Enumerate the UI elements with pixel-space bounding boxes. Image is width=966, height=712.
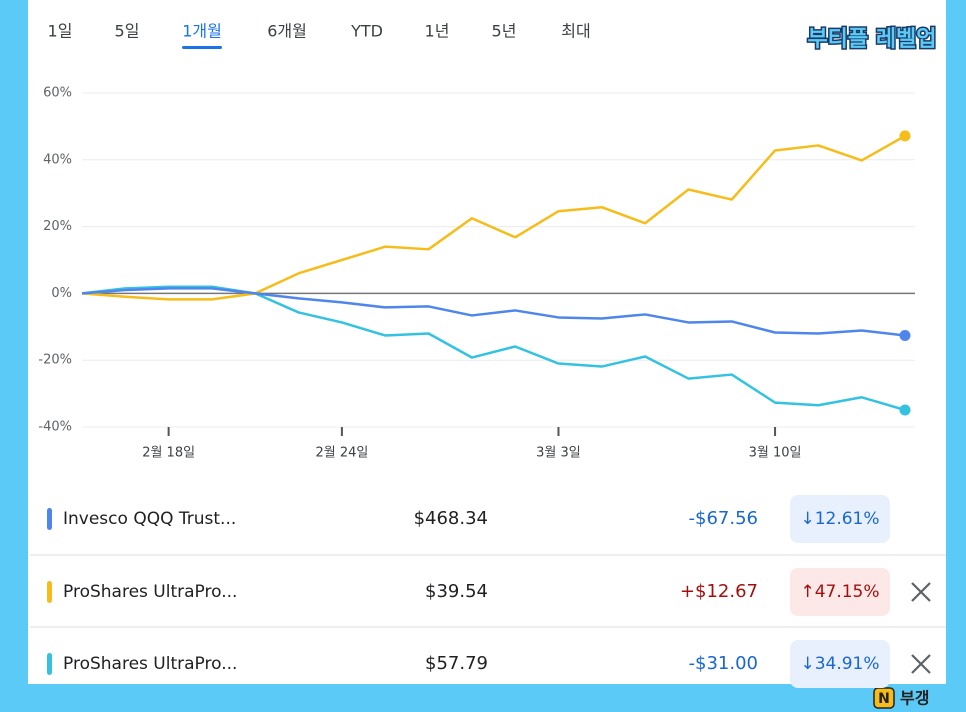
y-tick-label: -20%: [38, 353, 72, 368]
x-tick-label: 2월 18일: [142, 446, 195, 461]
x-tick-label: 2월 24일: [315, 446, 368, 461]
row-change-pct: ↑47.15%: [800, 582, 879, 602]
logo-badge-box: [873, 687, 895, 709]
series-line: [81, 285, 906, 412]
series-line: [81, 134, 906, 301]
end-dot: [899, 330, 911, 342]
end-dot: [899, 130, 911, 142]
y-tick-label: 0%: [51, 286, 72, 301]
tab[interactable]: 1개월: [182, 22, 222, 41]
change-pill: [790, 568, 890, 616]
series-line: [81, 287, 906, 337]
tab-indicator: [182, 46, 222, 49]
remove-button[interactable]: [911, 654, 931, 674]
tab[interactable]: 5년: [492, 22, 517, 41]
remove-button[interactable]: [911, 582, 931, 602]
row-change: +$12.67: [680, 581, 758, 602]
row-price: $57.79: [425, 653, 488, 674]
logo-text: 부갱: [900, 689, 929, 708]
row-change: -$31.00: [689, 653, 758, 674]
tab[interactable]: 6개월: [267, 22, 307, 41]
tab[interactable]: 1년: [425, 22, 450, 41]
tab[interactable]: 최대: [561, 22, 590, 41]
y-tick-label: 20%: [43, 219, 72, 234]
y-tick-label: 60%: [43, 86, 72, 101]
y-tick-label: 40%: [43, 152, 72, 167]
color-key: [47, 581, 52, 603]
row-name: ProShares UltraPro...: [63, 654, 237, 674]
row-name: ProShares UltraPro...: [63, 582, 237, 602]
x-tick-label: 3월 3일: [536, 446, 581, 461]
y-tick-label: -40%: [38, 420, 72, 435]
end-dot: [899, 404, 911, 416]
row-name: Invesco QQQ Trust...: [63, 509, 236, 529]
tab[interactable]: 5일: [115, 22, 140, 41]
row-price: $468.34: [414, 508, 488, 529]
change-pill: [790, 495, 890, 543]
row-change-pct: ↓12.61%: [800, 509, 879, 529]
tab[interactable]: 1일: [48, 22, 73, 41]
row-change: -$67.56: [689, 508, 758, 529]
tab[interactable]: YTD: [350, 22, 383, 41]
logo-badge: N: [878, 691, 890, 707]
change-pill: [790, 640, 890, 688]
row-change-pct: ↓34.91%: [800, 654, 879, 674]
color-key: [47, 508, 52, 530]
x-tick-label: 3월 10일: [749, 446, 802, 461]
row-price: $39.54: [425, 581, 488, 602]
color-key: [47, 653, 52, 675]
watermark: 부티플 레벨업: [807, 27, 936, 52]
